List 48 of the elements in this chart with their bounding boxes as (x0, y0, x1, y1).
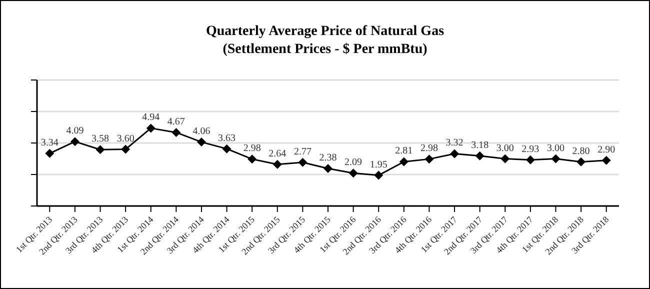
point (196, 138, 206, 147)
point (551, 154, 560, 164)
data-label: 3.63 (218, 132, 236, 144)
point (121, 144, 130, 154)
point (298, 158, 308, 167)
data-label: 3.00 (546, 142, 564, 154)
chart-title: Quarterly Average Price of Natural Gas (204, 23, 446, 41)
data-label: 4.94 (142, 112, 160, 124)
point (272, 160, 282, 169)
point (500, 154, 510, 164)
data-label: 4.09 (66, 126, 84, 137)
point (70, 137, 80, 146)
data-label: 4.67 (167, 116, 185, 128)
point (399, 157, 408, 166)
data-label: 2.38 (319, 152, 337, 164)
data-label: 3.32 (446, 138, 464, 149)
data-label: 3.34 (40, 137, 58, 148)
point (248, 154, 257, 164)
point (450, 149, 460, 158)
point (222, 144, 232, 154)
data-label: 4.06 (192, 126, 210, 138)
data-label: 2.77 (294, 146, 312, 158)
data-label: 2.09 (344, 157, 362, 168)
point (602, 156, 611, 165)
point (172, 128, 181, 137)
point (374, 170, 384, 180)
data-label: 3.60 (116, 133, 134, 144)
point (324, 164, 332, 174)
point (348, 168, 358, 178)
data-label: 2.98 (420, 143, 438, 154)
point (526, 155, 535, 164)
data-label: 1.95 (370, 159, 388, 170)
data-label: 2.93 (522, 144, 540, 155)
point (146, 124, 156, 133)
data-label: 2.98 (243, 143, 261, 154)
point (424, 154, 434, 164)
chart-subtitle: (Settlement Prices - $ Per mmBtu) (222, 41, 428, 59)
point (45, 148, 54, 158)
data-label: 2.80 (572, 146, 590, 157)
data-label: 2.64 (268, 148, 286, 160)
data-label: 3.58 (92, 134, 110, 145)
data-label: 2.81 (395, 146, 413, 157)
point (576, 157, 586, 166)
data-label: 3.00 (496, 142, 514, 154)
data-label: 3.18 (471, 140, 489, 151)
point (475, 151, 484, 160)
point (96, 145, 105, 154)
data-label: 2.90 (598, 144, 616, 156)
